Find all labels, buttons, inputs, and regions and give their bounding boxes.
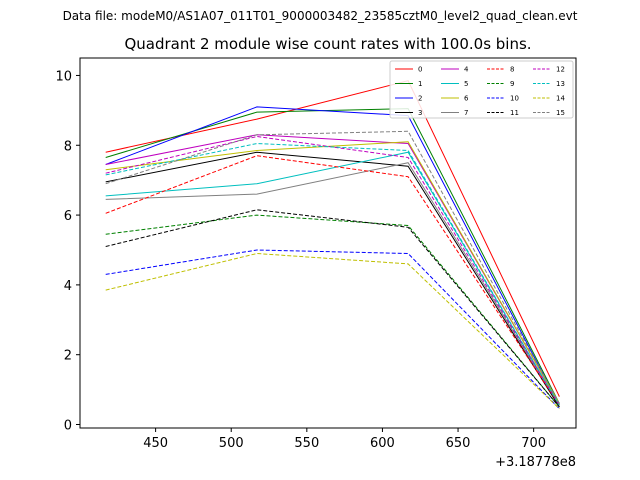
legend-label-2: 2 — [418, 95, 422, 103]
legend-label-0: 0 — [418, 66, 422, 74]
legend-box — [389, 60, 574, 119]
series-line-3 — [105, 151, 560, 408]
y-tick-label: 6 — [64, 209, 72, 224]
chart-suptitle: Data file: modeM0/AS1A07_011T01_90000034… — [63, 9, 578, 23]
legend-label-13: 13 — [556, 80, 565, 88]
x-tick-label: 550 — [294, 436, 319, 451]
series-line-6 — [105, 141, 560, 404]
series-line-14 — [105, 252, 560, 410]
series-line-0 — [105, 80, 560, 397]
legend-label-15: 15 — [556, 109, 565, 117]
x-tick-label: 450 — [143, 436, 168, 451]
legend-label-10: 10 — [510, 95, 519, 103]
series-line-8 — [105, 155, 560, 406]
y-tick-label: 10 — [55, 69, 72, 84]
series-line-5 — [105, 151, 560, 406]
series-line-9 — [105, 214, 560, 408]
y-tick-label: 0 — [64, 419, 72, 434]
x-tick-label: 650 — [446, 436, 471, 451]
series-line-11 — [105, 209, 560, 408]
y-tick-label: 4 — [64, 279, 72, 294]
series-line-13 — [105, 142, 560, 406]
y-axis: 0 2 4 6 8 10 — [55, 69, 80, 434]
series-line-2 — [105, 106, 560, 406]
legend-label-12: 12 — [556, 66, 565, 74]
legend-label-11: 11 — [510, 109, 519, 117]
series-layer — [105, 80, 560, 410]
legend-label-3: 3 — [418, 109, 422, 117]
legend-label-1: 1 — [418, 80, 422, 88]
legend-label-7: 7 — [464, 109, 468, 117]
series-line-1 — [105, 108, 560, 404]
legend-label-8: 8 — [510, 66, 514, 74]
series-line-15 — [105, 130, 560, 404]
x-tick-label: 500 — [219, 436, 244, 451]
x-tick-label: 700 — [521, 436, 546, 451]
chart-title: Quadrant 2 module wise count rates with … — [124, 35, 531, 53]
x-tick-label: 600 — [370, 436, 395, 451]
legend-label-14: 14 — [556, 95, 565, 103]
legend-label-9: 9 — [510, 80, 514, 88]
series-line-7 — [105, 162, 560, 406]
legend-label-5: 5 — [464, 80, 468, 88]
y-tick-label: 8 — [64, 139, 72, 154]
legend-label-6: 6 — [464, 95, 469, 103]
legend-label-4: 4 — [464, 66, 469, 74]
series-line-10 — [105, 249, 560, 410]
plot-frame — [79, 57, 577, 429]
x-axis: 450 500 550 600 650 700 — [143, 428, 546, 451]
y-tick-label: 2 — [64, 349, 72, 364]
x-offset-label: +3.18778e8 — [495, 455, 576, 470]
series-line-4 — [105, 134, 560, 404]
